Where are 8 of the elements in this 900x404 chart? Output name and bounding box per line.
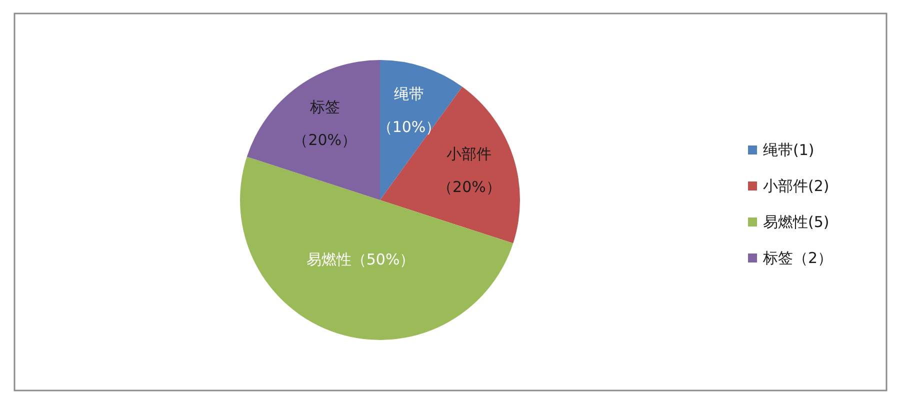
legend-label: 易燃性(5) — [763, 213, 830, 231]
data-label: 易燃性（50%） — [306, 249, 415, 270]
legend-label: 小部件(2) — [763, 177, 830, 195]
data-label: 绳带（10%） — [376, 84, 442, 138]
data-label: 标签（20%） — [292, 97, 358, 152]
legend-label: 标签（2） — [762, 249, 833, 267]
data-label: 小部件（20%） — [436, 144, 502, 198]
legend-label: 绳带(1) — [763, 141, 814, 159]
